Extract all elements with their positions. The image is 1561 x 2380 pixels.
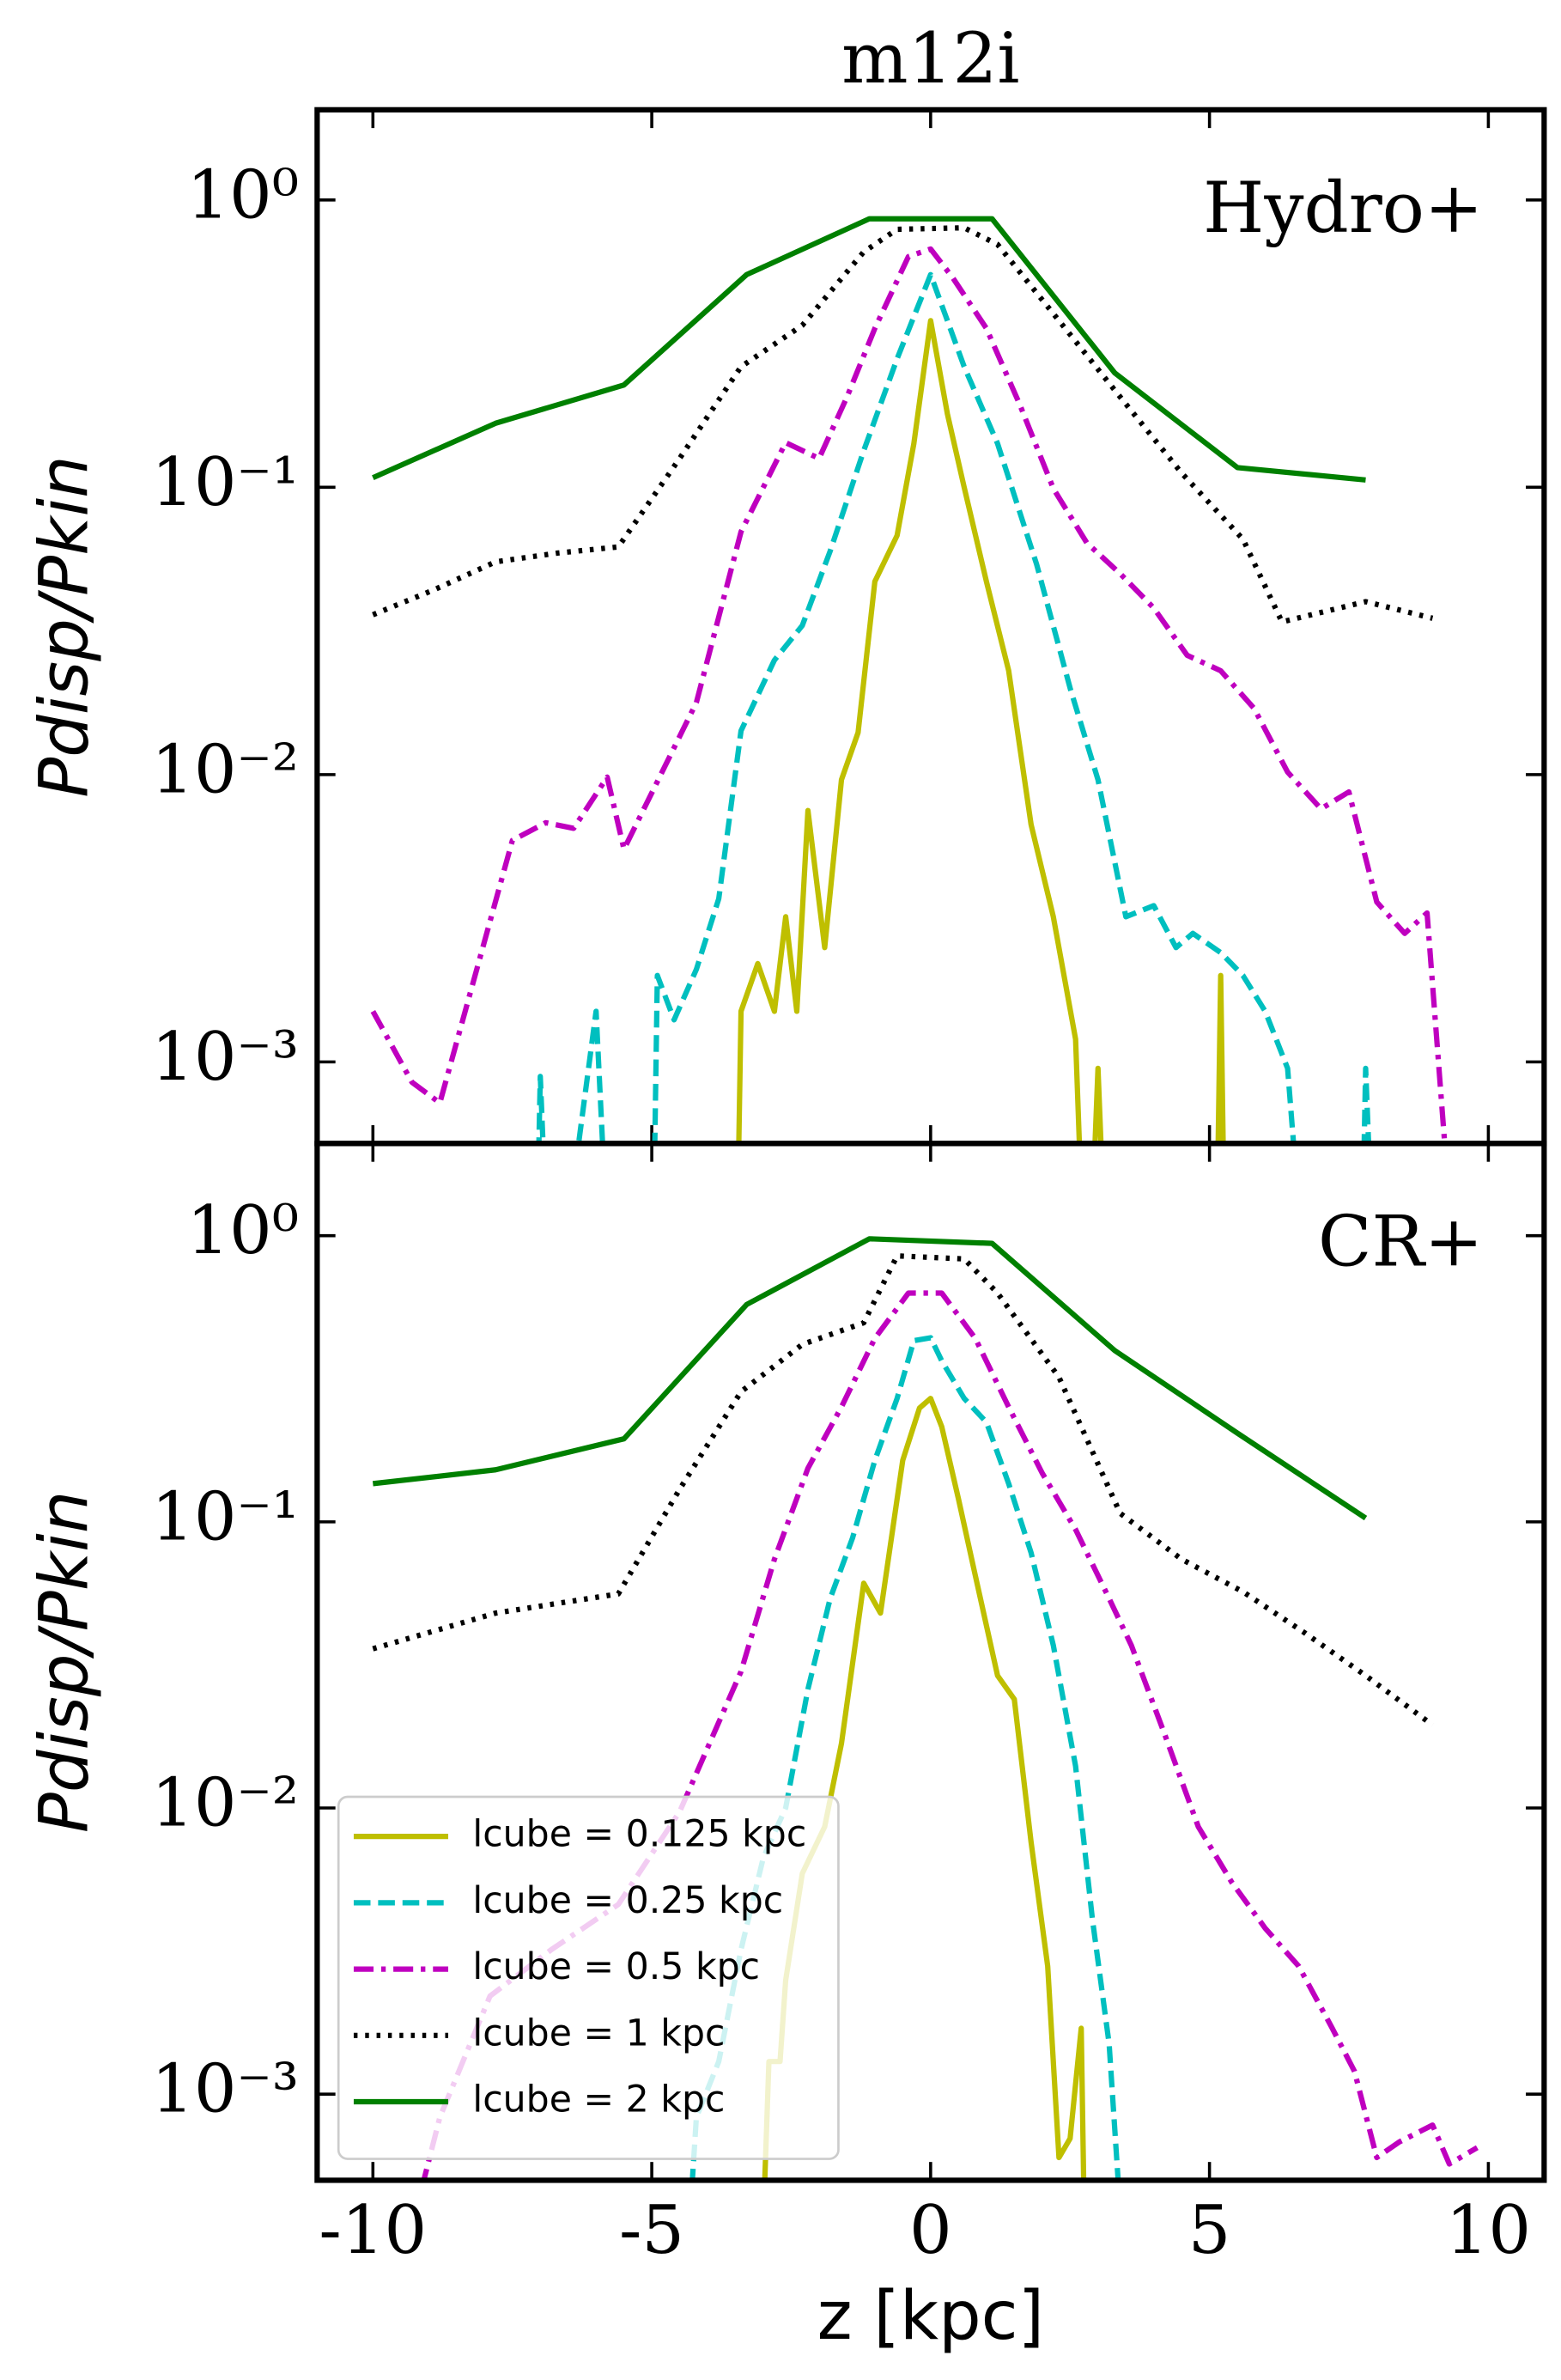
- x-tick-label: 10: [1446, 2192, 1531, 2269]
- y-tick-label: 10⁰: [186, 1192, 299, 1269]
- x-tick-label: -5: [619, 2192, 684, 2269]
- y-tick-label: 10⁻¹: [151, 1478, 299, 1555]
- series-line: [372, 216, 1366, 483]
- series-line: [421, 1290, 1479, 2181]
- series-line: [372, 1253, 1435, 1727]
- series-line: [370, 246, 1448, 1144]
- series-line: [372, 1236, 1368, 1521]
- x-tick-label: 5: [1188, 2192, 1231, 2269]
- y-tick-label: 10⁻¹: [151, 444, 299, 521]
- legend-box: [337, 1795, 840, 2160]
- plot-frame: [314, 1141, 1547, 2183]
- legend-label: lcube = 0.125 kpc: [472, 1813, 806, 1856]
- chart-title: m12i: [841, 18, 1019, 100]
- series-line: [372, 225, 1434, 625]
- plot-area: [370, 216, 1448, 1144]
- legend-label: lcube = 1 kpc: [472, 2012, 725, 2054]
- y-tick-label: 10⁻³: [151, 1019, 299, 1096]
- plot-frame: [314, 107, 1547, 1147]
- x-tick-label: -10: [319, 2192, 427, 2269]
- series-line: [536, 271, 1372, 1144]
- y-axis-label: Pdisp/Pkin: [26, 1491, 103, 1833]
- annotation: CR+: [1318, 1202, 1483, 1283]
- legend-label: lcube = 0.25 kpc: [472, 1879, 783, 1922]
- series-line: [736, 318, 1226, 1144]
- legend-label: lcube = 0.5 kpc: [472, 1945, 760, 1988]
- legend-label: lcube = 2 kpc: [472, 2079, 725, 2121]
- x-tick-label: 0: [909, 2192, 952, 2269]
- y-tick-label: 10⁻²: [151, 1765, 299, 1842]
- y-tick-label: 10⁻²: [151, 731, 299, 808]
- y-axis-label: Pdisp/Pkin: [26, 455, 103, 797]
- y-tick-label: 10⁰: [186, 156, 299, 234]
- x-axis-label: z [kpc]: [817, 2278, 1044, 2355]
- y-tick-label: 10⁻³: [151, 2051, 299, 2128]
- annotation: Hydro+: [1203, 167, 1483, 249]
